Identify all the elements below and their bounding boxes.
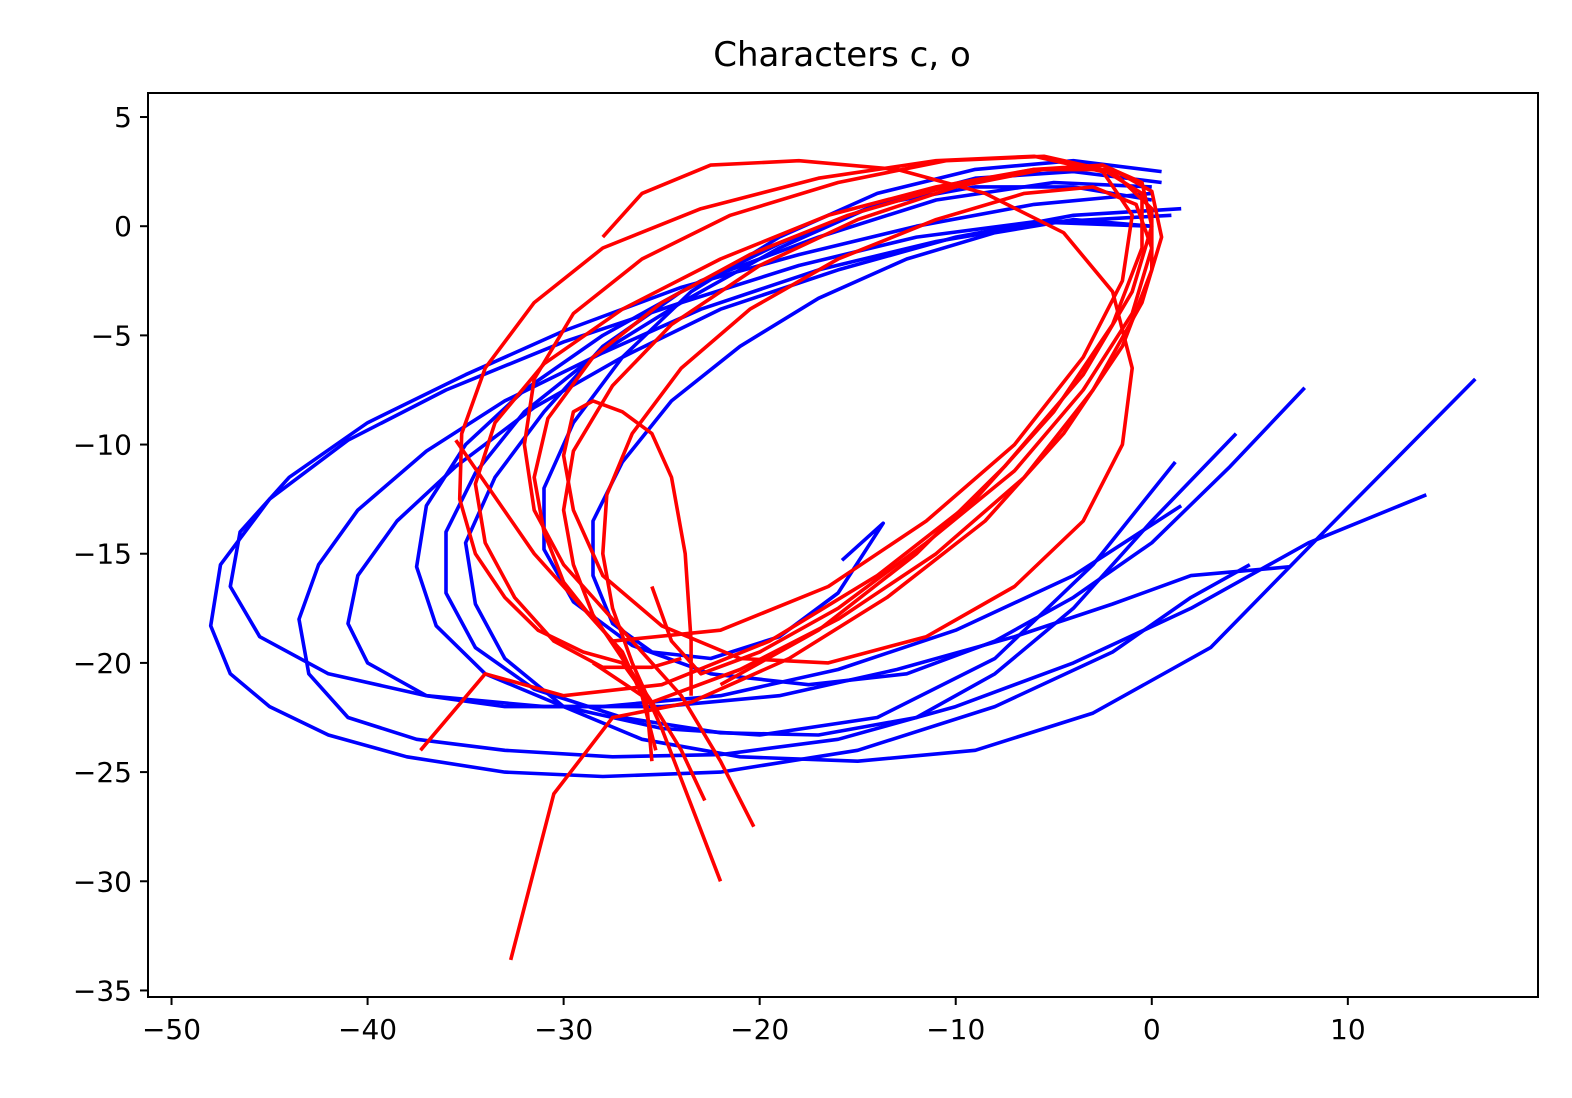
x-tick-label: −10 xyxy=(926,1013,985,1046)
x-tick-label: 0 xyxy=(1143,1013,1161,1046)
y-tick-label: 5 xyxy=(114,101,132,134)
series-line-16 xyxy=(532,163,1154,751)
y-tick-label: −15 xyxy=(73,538,132,571)
series-line-9 xyxy=(591,217,1152,661)
y-axis: 5 0 −5 −10 −15 −20 −25 −30 −35 xyxy=(73,101,148,1007)
x-tick-label: −50 xyxy=(142,1013,201,1046)
y-tick-label: −10 xyxy=(73,429,132,462)
x-axis: −50 −40 −30 −20 −10 0 10 xyxy=(142,997,1366,1046)
series-line-10 xyxy=(454,154,1134,762)
y-tick-label: −25 xyxy=(73,756,132,789)
x-tick-label: −30 xyxy=(534,1013,593,1046)
y-tick-label: −35 xyxy=(73,974,132,1007)
x-tick-label: −40 xyxy=(338,1013,397,1046)
series-layer xyxy=(208,154,1477,961)
series-line-12 xyxy=(508,154,1154,961)
y-tick-label: −30 xyxy=(73,865,132,898)
series-line-4 xyxy=(346,206,1183,709)
y-tick-label: 0 xyxy=(114,210,132,243)
chart-title: Characters c, o xyxy=(713,35,971,75)
y-tick-label: −20 xyxy=(73,647,132,680)
series-line-14 xyxy=(601,185,1154,882)
y-tick-label: −5 xyxy=(91,319,132,352)
series-line-8 xyxy=(542,158,1307,687)
series-line-15 xyxy=(561,158,1134,696)
plot-area xyxy=(147,92,1539,998)
x-tick-label: −20 xyxy=(730,1013,789,1046)
x-tick-label: 10 xyxy=(1330,1013,1366,1046)
series-line-3 xyxy=(297,213,1427,759)
series-line-2 xyxy=(228,191,1290,709)
